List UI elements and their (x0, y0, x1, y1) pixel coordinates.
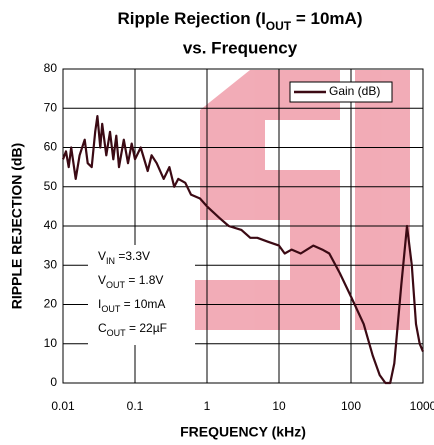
annotation-sub: OUT (101, 304, 121, 314)
x-tick-label: 0.01 (51, 399, 75, 413)
y-tick-label: 10 (44, 336, 58, 350)
annotation-text: I (98, 297, 101, 311)
title-text: = 10mA) (291, 9, 362, 28)
annotation-text: V (98, 249, 106, 263)
plot-frame (62, 68, 424, 384)
x-tick-label: 1 (204, 399, 211, 413)
annotation-box (88, 245, 195, 345)
y-tick-label: 20 (44, 297, 58, 311)
x-tick-label: 1000 (410, 399, 434, 413)
annotation: VOUT = 1.8V (98, 273, 163, 290)
chart-title: vs. Frequency (183, 38, 298, 57)
x-tick-label: 10 (272, 399, 286, 413)
y-tick-label: 60 (44, 140, 58, 154)
annotation: IOUT = 10mA (98, 297, 165, 314)
y-tick-label: 80 (44, 61, 58, 75)
annotation-sub: OUT (106, 280, 126, 290)
y-tick-label: 30 (44, 257, 58, 271)
y-tick-label: 0 (50, 375, 57, 389)
title-sub: OUT (266, 19, 292, 33)
annotation-sub: OUT (107, 328, 127, 338)
annotation-text: = 22µF (126, 321, 167, 335)
legend-box (289, 81, 393, 103)
legend-label: Gain (dB) (329, 84, 380, 98)
y-axis-label: RIPPLE REJECTION (dB) (9, 143, 25, 309)
annotation-text: V (98, 273, 106, 287)
chart-title: Ripple Rejection (IOUT = 10mA) (118, 9, 363, 33)
watermark (180, 70, 410, 330)
x-tick-label: 100 (341, 399, 361, 413)
annotation-text: = 1.8V (125, 273, 163, 287)
y-tick-label: 50 (44, 179, 58, 193)
x-axis-label: FREQUENCY (kHz) (180, 424, 306, 440)
annotation: VIN =3.3V (98, 249, 150, 266)
annotation-text: =3.3V (115, 249, 150, 263)
annotation-sub: IN (106, 256, 115, 266)
annotation-text: = 10mA (120, 297, 165, 311)
y-tick-label: 40 (44, 218, 58, 232)
title-text: Ripple Rejection (I (118, 9, 266, 28)
annotation: COUT = 22µF (98, 321, 167, 338)
x-tick-label: 0.1 (127, 399, 144, 413)
annotation-text: C (98, 321, 107, 335)
y-tick-label: 70 (44, 100, 58, 114)
data-line (61, 115, 425, 385)
